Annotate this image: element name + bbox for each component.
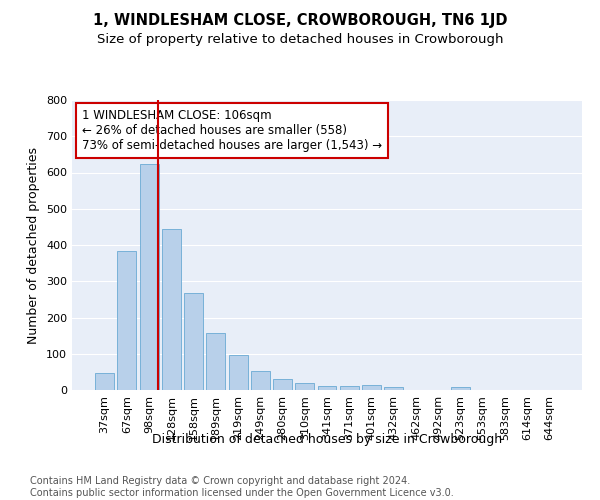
Bar bbox=[295, 384, 314, 390]
Bar bbox=[384, 388, 403, 390]
Text: 1, WINDLESHAM CLOSE, CROWBOROUGH, TN6 1JD: 1, WINDLESHAM CLOSE, CROWBOROUGH, TN6 1J… bbox=[93, 12, 507, 28]
Text: Contains HM Land Registry data © Crown copyright and database right 2024.
Contai: Contains HM Land Registry data © Crown c… bbox=[30, 476, 454, 498]
Text: 1 WINDLESHAM CLOSE: 106sqm
← 26% of detached houses are smaller (558)
73% of sem: 1 WINDLESHAM CLOSE: 106sqm ← 26% of deta… bbox=[82, 108, 382, 152]
Bar bbox=[184, 293, 203, 390]
Bar bbox=[118, 251, 136, 390]
Bar bbox=[162, 230, 181, 390]
Bar bbox=[362, 384, 381, 390]
Bar bbox=[451, 386, 470, 390]
Y-axis label: Number of detached properties: Number of detached properties bbox=[28, 146, 40, 344]
Bar bbox=[95, 374, 114, 390]
Bar bbox=[340, 386, 359, 390]
Text: Distribution of detached houses by size in Crowborough: Distribution of detached houses by size … bbox=[152, 432, 502, 446]
Bar bbox=[140, 164, 158, 390]
Bar bbox=[273, 380, 292, 390]
Text: Size of property relative to detached houses in Crowborough: Size of property relative to detached ho… bbox=[97, 32, 503, 46]
Bar bbox=[229, 355, 248, 390]
Bar bbox=[251, 371, 270, 390]
Bar bbox=[317, 386, 337, 390]
Bar bbox=[206, 334, 225, 390]
